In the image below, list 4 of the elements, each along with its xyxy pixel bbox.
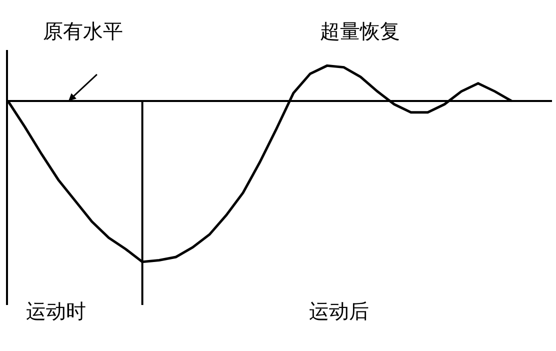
text: 运动后 xyxy=(309,299,369,323)
text: 超量恢复 xyxy=(320,19,400,43)
text: 运动时 xyxy=(26,299,86,323)
text: 原有水平 xyxy=(43,19,123,43)
